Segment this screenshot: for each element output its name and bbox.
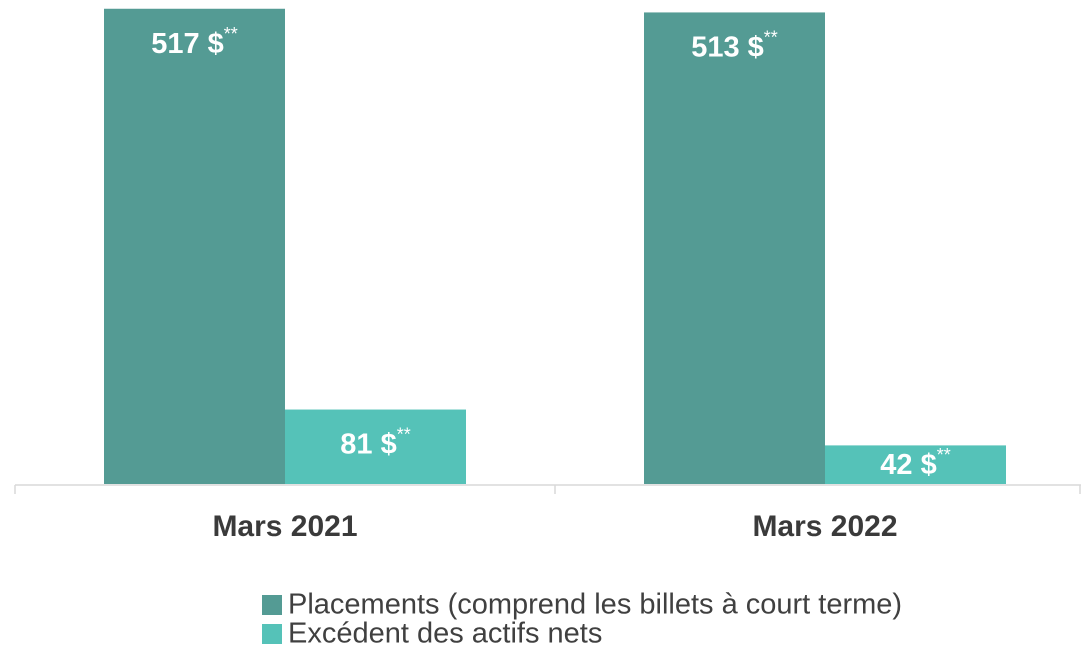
- value-label: 42 $**: [880, 445, 950, 481]
- bar: [104, 8, 285, 485]
- value-label: 513 $**: [691, 27, 778, 63]
- value-label-note: **: [937, 445, 951, 465]
- value-label-note: **: [224, 24, 238, 44]
- legend-label: Placements (comprend les billets à court…: [288, 589, 902, 621]
- x-tick-label: Mars 2022: [752, 510, 897, 543]
- value-label-text: 513 $: [691, 31, 764, 63]
- bar: [825, 445, 1006, 484]
- legend-swatch: [262, 595, 282, 615]
- value-label-note: **: [764, 27, 778, 47]
- value-label-text: 81 $: [340, 428, 396, 460]
- value-label: 81 $**: [340, 424, 410, 460]
- bar: [285, 409, 466, 484]
- value-label-note: **: [397, 424, 411, 444]
- value-label-text: 42 $: [880, 449, 936, 481]
- value-label: 517 $**: [151, 24, 238, 60]
- value-label-text: 517 $: [151, 27, 224, 59]
- legend-label: Excédent des actifs nets: [288, 618, 602, 650]
- x-tick-label: Mars 2021: [212, 510, 357, 543]
- legend-swatch: [262, 624, 282, 644]
- bar: [644, 12, 825, 485]
